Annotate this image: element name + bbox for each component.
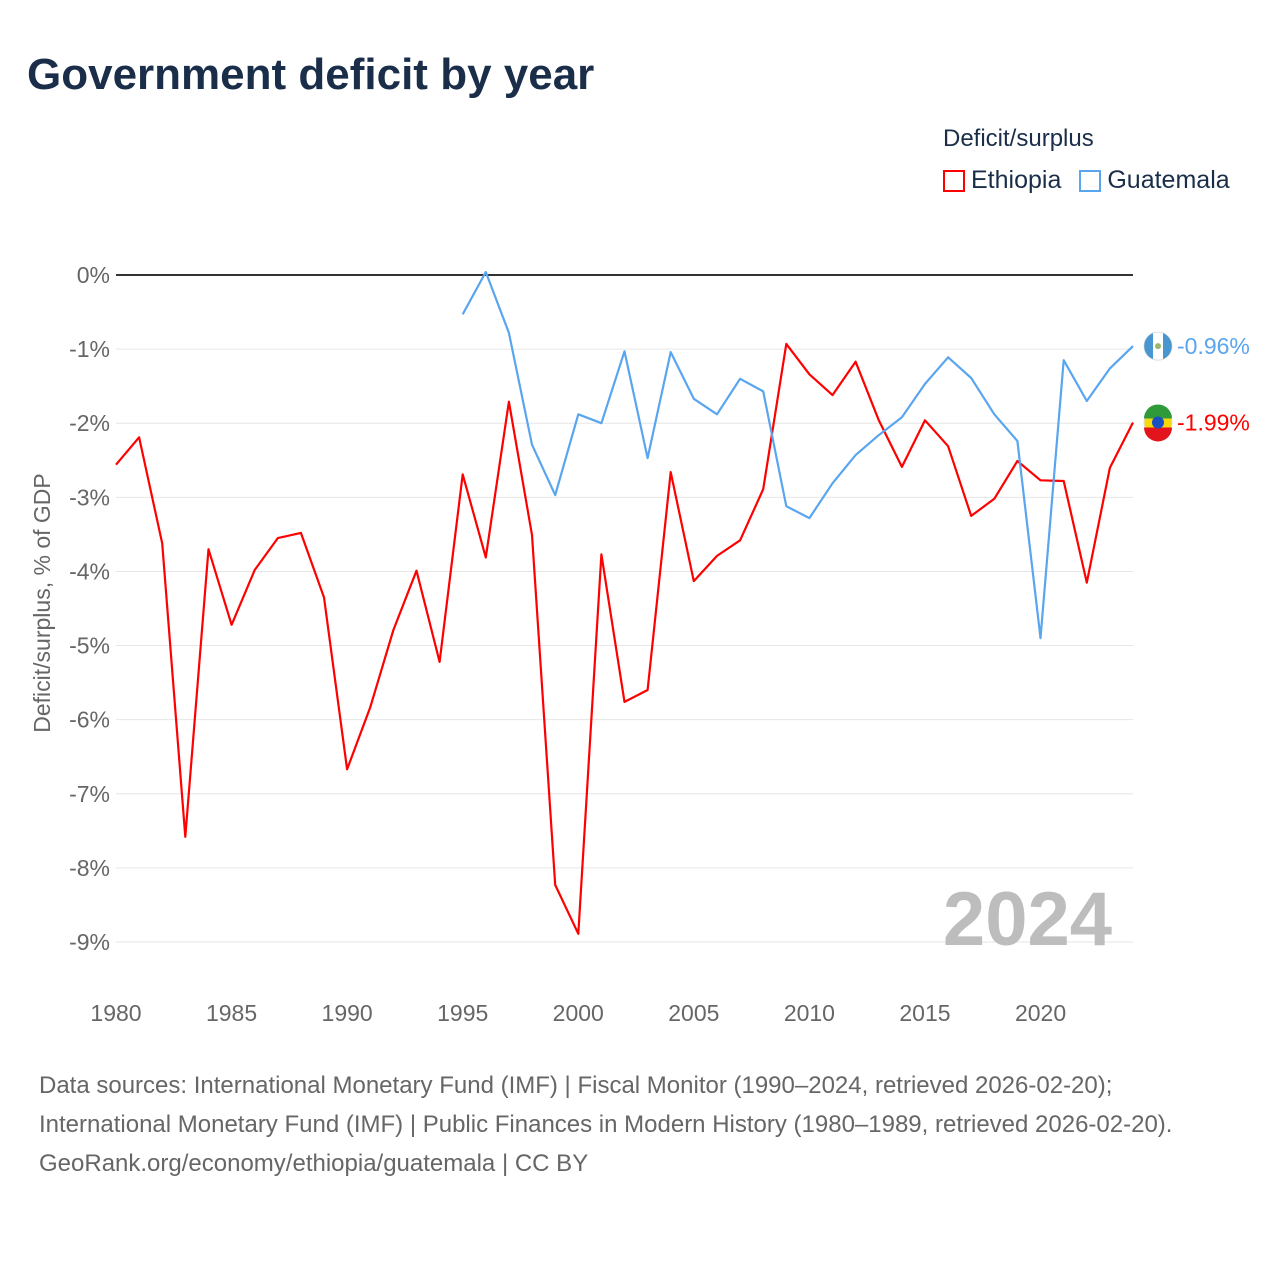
year-watermark: 2024 [943, 877, 1112, 962]
legend-title: Deficit/surplus [943, 125, 1094, 152]
series-line-ethiopia [115, 342, 1134, 935]
x-tick-label: 2005 [668, 1000, 719, 1026]
end-value-label-guatemala: -0.96% [1177, 333, 1250, 359]
x-tick-label: 2015 [899, 1000, 950, 1026]
guatemala-flag-left [1144, 333, 1153, 360]
y-tick-label: -1% [69, 336, 110, 362]
x-tick-label: 1980 [90, 1000, 141, 1026]
y-tick-label: 0% [77, 262, 110, 288]
guatemala-flag-emblem [1155, 343, 1161, 350]
y-axis-label: Deficit/surplus, % of GDP [29, 473, 55, 732]
y-tick-label: -5% [69, 633, 110, 659]
legend-swatch-ethiopia [943, 169, 965, 192]
end-value-label-ethiopia: -1.99% [1177, 409, 1250, 435]
y-tick-label: -9% [69, 929, 110, 955]
x-tick-label: 2000 [553, 1000, 604, 1026]
legend: Ethiopia Guatemala [943, 166, 1230, 195]
credit-link[interactable]: GeoRank.org/economy/ethiopia/guatemala |… [39, 1150, 589, 1177]
x-tick-label: 2010 [784, 1000, 835, 1026]
legend-item-guatemala[interactable]: Guatemala [1079, 166, 1230, 195]
ethiopia-flag-green [1144, 404, 1172, 419]
legend-item-ethiopia[interactable]: Ethiopia [943, 166, 1061, 195]
y-tick-label: -2% [69, 410, 110, 436]
series-line-guatemala [461, 270, 1134, 640]
x-tick-label: 1995 [437, 1000, 488, 1026]
legend-swatch-guatemala [1079, 169, 1102, 192]
x-tick-label: 1990 [322, 1000, 373, 1026]
guatemala-flag-right [1163, 333, 1172, 360]
chart-title: Government deficit by year [27, 50, 595, 99]
y-tick-label: -6% [69, 707, 110, 733]
ethiopia-flag-red [1144, 427, 1172, 442]
y-tick-label: -3% [69, 484, 110, 510]
x-tick-label: 2020 [1015, 1000, 1066, 1026]
footer: Data sources: International Monetary Fun… [39, 1066, 1239, 1183]
ethiopia-flag-emblem [1152, 416, 1164, 429]
y-tick-label: -7% [69, 781, 110, 807]
data-sources: Data sources: International Monetary Fun… [39, 1072, 1173, 1138]
legend-label-guatemala: Guatemala [1107, 166, 1230, 194]
x-tick-label: 1985 [206, 1000, 257, 1026]
y-tick-label: -4% [69, 558, 110, 584]
legend-label-ethiopia: Ethiopia [971, 166, 1062, 194]
y-tick-label: -8% [69, 855, 110, 881]
